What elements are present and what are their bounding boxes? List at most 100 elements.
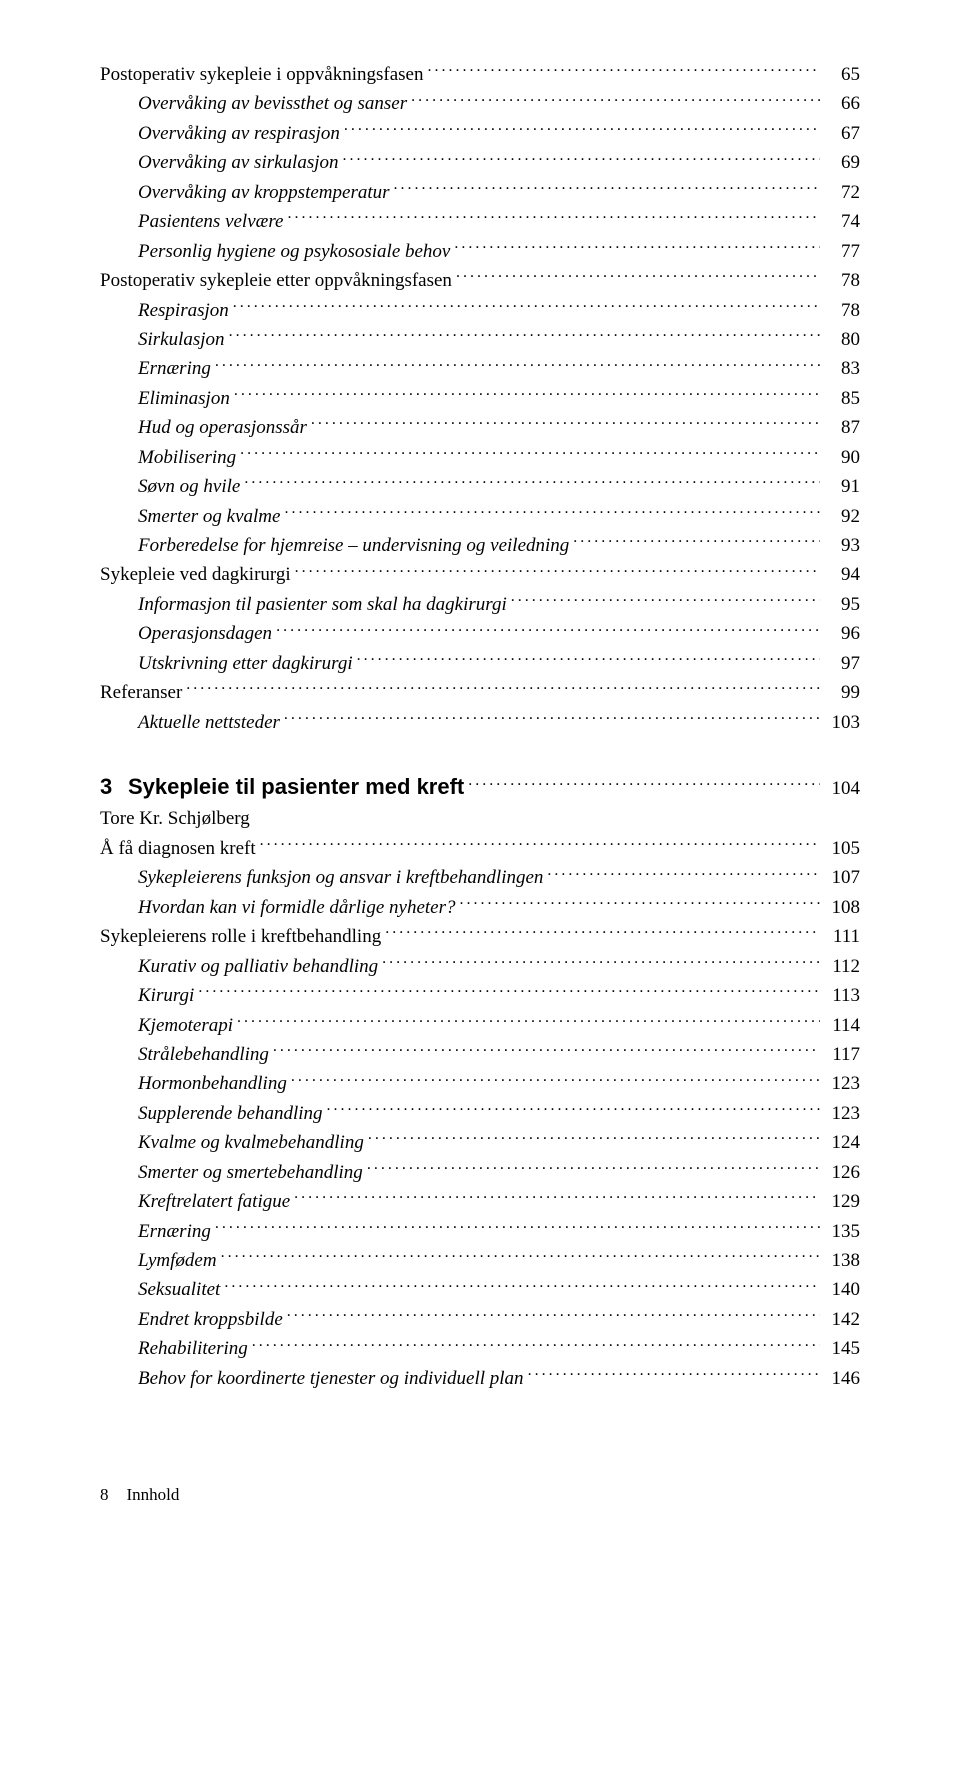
toc-entry-dots — [427, 61, 820, 80]
toc-entry-label: Rehabilitering — [138, 1334, 248, 1363]
toc-entry-page: 107 — [824, 863, 860, 892]
toc-entry-page: 97 — [824, 649, 860, 678]
toc-entry-label: Sykepleierens rolle i kreftbehandling — [100, 922, 381, 951]
toc-entry-dots — [456, 267, 820, 286]
toc-entry-dots — [234, 385, 820, 404]
toc-entry-label: Personlig hygiene og psykososiale behov — [138, 237, 450, 266]
toc-entry: Kvalme og kvalmebehandling124 — [100, 1128, 860, 1157]
toc-entry: Supplerende behandling123 — [100, 1099, 860, 1128]
toc-entry: Kirurgi113 — [100, 981, 860, 1010]
toc-entry: Endret kroppsbilde 142 — [100, 1305, 860, 1334]
toc-entry: Postoperativ sykepleie etter oppvåknings… — [100, 266, 860, 295]
toc-entry-dots — [368, 1129, 820, 1148]
toc-entry-dots — [237, 1012, 820, 1031]
toc-entry-page: 103 — [824, 708, 860, 737]
toc-entry-page: 142 — [824, 1305, 860, 1334]
toc-entry: Overvåking av bevissthet og sanser66 — [100, 89, 860, 118]
toc-entry-dots — [287, 208, 820, 227]
toc-entry: Søvn og hvile91 — [100, 472, 860, 501]
toc-entry-label: Kjemoterapi — [138, 1011, 233, 1040]
toc-entry-label: Behov for koordinerte tjenester og indiv… — [138, 1364, 524, 1393]
toc-entry-label: Hvordan kan vi formidle dårlige nyheter? — [138, 893, 455, 922]
toc-entry-dots — [215, 355, 820, 374]
toc-entry-dots — [528, 1365, 820, 1384]
toc-entry-page: 92 — [824, 502, 860, 531]
toc-entry-dots — [343, 149, 820, 168]
toc-entry-dots — [511, 591, 820, 610]
toc-entry-dots — [311, 414, 820, 433]
chapter-page: 104 — [824, 774, 860, 804]
toc-entry-label: Sirkulasjon — [138, 325, 225, 354]
toc-entry-page: 99 — [824, 678, 860, 707]
toc-entry-label: Smerter og kvalme — [138, 502, 280, 531]
toc-entry-dots — [573, 532, 820, 551]
toc-entry: Aktuelle nettsteder103 — [100, 708, 860, 737]
toc-entry-label: Endret kroppsbilde — [138, 1305, 283, 1334]
toc-entry-label: Postoperativ sykepleie etter oppvåknings… — [100, 266, 452, 295]
toc-entry-page: 108 — [824, 893, 860, 922]
toc-entry-dots — [367, 1159, 820, 1178]
toc-entry-label: Referanser — [100, 678, 182, 707]
toc-entry-dots — [233, 297, 820, 316]
toc-entry-label: Hormonbehandling — [138, 1069, 287, 1098]
toc-entry-page: 90 — [824, 443, 860, 472]
toc-entry-dots — [454, 238, 820, 257]
toc-entry-label: Operasjonsdagen — [138, 619, 272, 648]
toc-entry-label: Sykepleie ved dagkirurgi — [100, 560, 291, 589]
toc-entry-page: 146 — [824, 1364, 860, 1393]
toc-entry-dots — [327, 1100, 820, 1119]
toc-entry: Personlig hygiene og psykososiale behov7… — [100, 237, 860, 266]
toc-entry-label: Kvalme og kvalmebehandling — [138, 1128, 364, 1157]
toc-entry: Kreftrelatert fatigue129 — [100, 1187, 860, 1216]
toc-entry-label: Informasjon til pasienter som skal ha da… — [138, 590, 507, 619]
chapter-number: 3 — [100, 769, 128, 804]
toc-entry: Pasientens velvære74 — [100, 207, 860, 236]
toc-entry: Seksualitet140 — [100, 1275, 860, 1304]
toc-entry: Hud og operasjonssår87 — [100, 413, 860, 442]
toc-entry-label: Supplerende behandling — [138, 1099, 323, 1128]
toc-entry-dots — [459, 894, 820, 913]
toc-entry-page: 83 — [824, 354, 860, 383]
toc-entry-page: 95 — [824, 590, 860, 619]
toc-entry: Smerter og smertebehandling126 — [100, 1158, 860, 1187]
chapter-dots — [468, 772, 820, 794]
toc-entry-dots — [344, 120, 820, 139]
toc-entry-page: 65 — [824, 60, 860, 89]
toc-entry: Kjemoterapi114 — [100, 1011, 860, 1040]
toc-entry-label: Overvåking av respirasjon — [138, 119, 340, 148]
toc-entry-page: 112 — [824, 952, 860, 981]
toc-entry: Overvåking av respirasjon67 — [100, 119, 860, 148]
toc-entry-dots — [260, 835, 820, 854]
toc-entry-label: Kurativ og palliativ behandling — [138, 952, 378, 981]
toc-entry-dots — [287, 1306, 820, 1325]
toc-entry-dots — [252, 1335, 820, 1354]
toc-entry: Lymfødem138 — [100, 1246, 860, 1275]
toc-entry-page: 85 — [824, 384, 860, 413]
toc-entry-label: Eliminasjon — [138, 384, 230, 413]
toc-entry-page: 111 — [824, 922, 860, 951]
toc-entry-dots — [198, 982, 820, 1001]
toc-entry-page: 105 — [824, 834, 860, 863]
toc-entry-label: Søvn og hvile — [138, 472, 240, 501]
toc-entry-page: 93 — [824, 531, 860, 560]
toc-entry-dots — [221, 1247, 820, 1266]
toc-entry-page: 72 — [824, 178, 860, 207]
toc-entry-label: Kirurgi — [138, 981, 194, 1010]
toc-entry: Postoperativ sykepleie i oppvåkningsfase… — [100, 60, 860, 89]
toc-entry-page: 87 — [824, 413, 860, 442]
toc-entry-page: 80 — [824, 325, 860, 354]
page-footer: 8 Innhold — [100, 1485, 860, 1505]
toc-entry-label: Strålebehandling — [138, 1040, 269, 1069]
toc-entry-label: Overvåking av kroppstemperatur — [138, 178, 390, 207]
toc-entry: Kurativ og palliativ behandling 112 — [100, 952, 860, 981]
toc-entry-page: 78 — [824, 266, 860, 295]
toc-entry-label: Å få diagnosen kreft — [100, 834, 256, 863]
toc-entry-label: Postoperativ sykepleie i oppvåkningsfase… — [100, 60, 423, 89]
toc-entry: Smerter og kvalme 92 — [100, 502, 860, 531]
toc-entry-label: Ernæring — [138, 1217, 211, 1246]
toc-entry: Å få diagnosen kreft 105 — [100, 834, 860, 863]
toc-entry-label: Mobilisering — [138, 443, 236, 472]
toc-entry-dots — [186, 679, 820, 698]
toc-entry-dots — [411, 90, 820, 109]
toc-entry-page: 140 — [824, 1275, 860, 1304]
